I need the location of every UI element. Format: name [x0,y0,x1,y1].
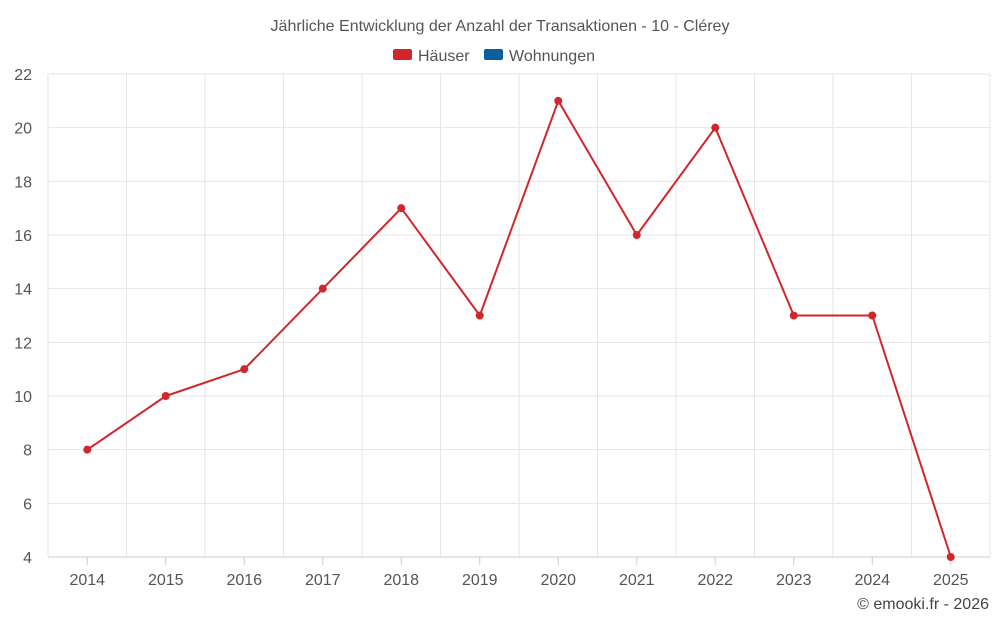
data-point-2014[interactable] [83,445,92,454]
x-tick-label: 2023 [776,572,812,589]
y-tick-label: 22 [14,67,32,84]
y-tick-label: 10 [14,389,32,406]
chart-title: Jährliche Entwicklung der Anzahl der Tra… [271,18,730,35]
series-haeuser [83,96,955,561]
data-point-2015[interactable] [161,392,170,400]
x-tick-label: 2021 [619,572,655,589]
x-tick-label: 2018 [383,572,419,589]
data-point-2017[interactable] [318,284,327,293]
grid-lines [47,73,991,558]
y-tick-label: 18 [14,174,32,191]
y-axis-ticks: 4 6 8 10 12 14 16 18 20 22 [14,67,32,567]
y-tick-label: 4 [23,550,32,567]
legend-swatch-wohnungen[interactable] [484,49,503,60]
data-point-2019[interactable] [475,311,484,320]
x-tick-label: 2016 [226,572,262,589]
x-tick-label: 2014 [69,572,105,589]
y-tick-label: 14 [14,282,32,299]
credit-text: © emooki.fr - 2026 [857,596,989,613]
x-tick-label: 2024 [854,572,890,589]
data-point-2023[interactable] [789,311,798,320]
x-tick-label: 2015 [148,572,184,589]
y-tick-label: 16 [14,228,32,245]
y-tick-label: 20 [14,121,32,138]
data-point-2021[interactable] [632,231,641,239]
x-tick-label: 2025 [933,572,969,589]
data-point-2025[interactable] [946,553,955,561]
y-tick-label: 12 [14,335,32,352]
x-tick-label: 2022 [697,572,733,589]
legend: Häuser Wohnungen [393,48,595,65]
y-tick-label: 6 [23,496,32,513]
legend-swatch-haeuser[interactable] [393,49,412,60]
legend-label-haeuser[interactable]: Häuser [418,48,470,65]
data-point-2020[interactable] [554,96,563,105]
x-tick-label: 2019 [462,572,498,589]
data-point-2024[interactable] [868,311,877,320]
data-point-2016[interactable] [240,365,249,374]
data-point-2018[interactable] [397,204,406,213]
x-tick-label: 2017 [305,572,341,589]
x-axis-ticks: 2014 2015 2016 2017 2018 2019 2020 2021 2022 2023… [69,557,969,589]
x-tick-label: 2020 [540,572,576,589]
legend-label-wohnungen[interactable]: Wohnungen [509,48,595,65]
data-point-2022[interactable] [711,123,720,132]
y-tick-label: 8 [23,443,32,460]
series-line-0 [86,99,952,558]
